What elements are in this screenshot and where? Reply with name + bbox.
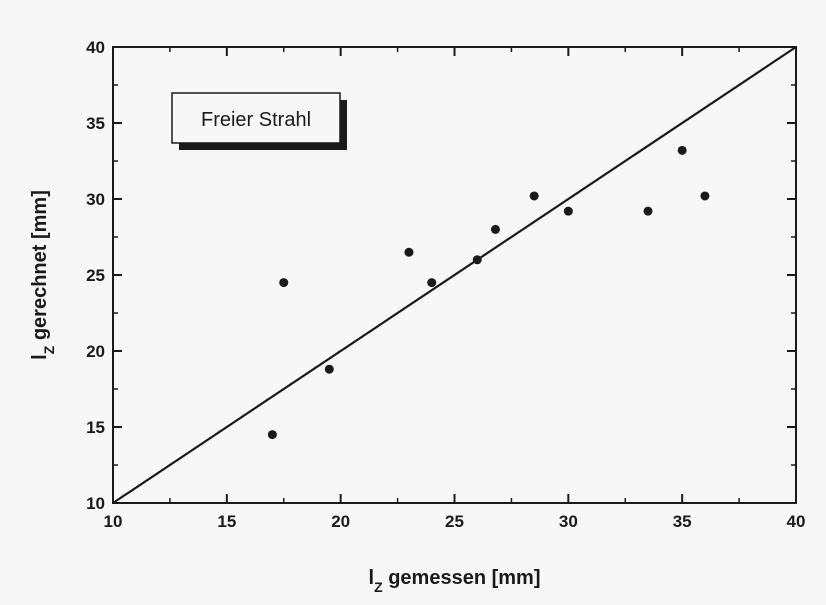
x-tick-label: 30 (559, 512, 578, 531)
y-tick-label: 25 (86, 266, 105, 285)
reference-line (112, 46, 797, 504)
y-tick-label: 40 (86, 38, 105, 57)
x-axis-label-subscript: Z (374, 579, 383, 595)
data-point (700, 191, 710, 201)
y-tick-label: 10 (86, 494, 105, 513)
x-tick-label: 25 (445, 512, 464, 531)
y-tick-label: 20 (86, 342, 105, 361)
data-point (324, 364, 334, 374)
data-point (404, 247, 414, 257)
x-axis-label-prefix: l (369, 567, 375, 589)
x-axis-label-suffix: gemessen [mm] (383, 567, 541, 589)
y-axis-label-subscript: Z (41, 345, 57, 354)
annotation-box (171, 92, 341, 144)
data-point (677, 145, 687, 155)
data-point (427, 278, 437, 288)
y-axis-label-prefix: l (29, 354, 51, 360)
data-point (279, 278, 289, 288)
data-point (563, 206, 573, 216)
x-tick-label: 40 (787, 512, 806, 531)
x-tick-label: 10 (104, 512, 123, 531)
x-tick-label: 15 (217, 512, 236, 531)
x-tick-label: 20 (331, 512, 350, 531)
x-tick-label: 35 (673, 512, 692, 531)
data-point (490, 224, 500, 234)
y-axis-label: lZ gerechnet [mm] (29, 190, 57, 360)
data-point (472, 255, 482, 265)
y-tick-label: 30 (86, 190, 105, 209)
annotation-text: Freier Strahl (201, 109, 311, 131)
y-tick-label: 15 (86, 418, 105, 437)
y-axis-label-suffix: gerechnet [mm] (29, 190, 51, 346)
data-point (267, 430, 277, 440)
y-tick-label: 35 (86, 114, 105, 133)
x-axis-label: lZ gemessen [mm] (369, 567, 541, 595)
data-point (643, 206, 653, 216)
data-point (529, 191, 539, 201)
